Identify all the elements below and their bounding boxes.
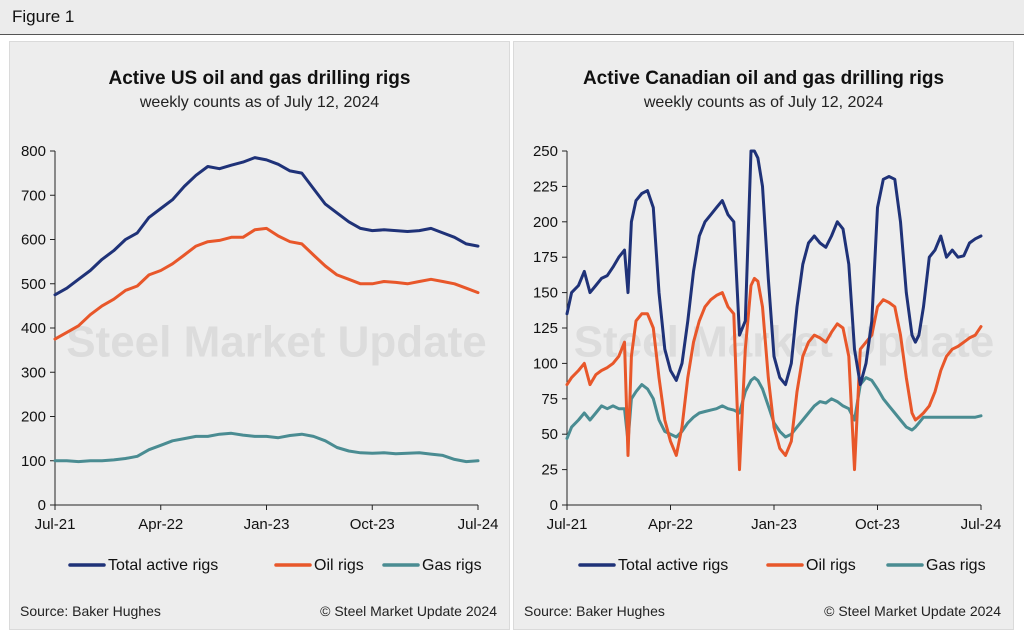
chart-subtitle: weekly counts as of July 12, 2024 xyxy=(643,94,884,111)
y-tick-label: 75 xyxy=(541,391,558,408)
x-tick-label: Apr-22 xyxy=(648,516,693,533)
chart-title: Active Canadian oil and gas drilling rig… xyxy=(582,68,945,89)
series-line-oil xyxy=(53,226,480,341)
us-chart-panel: Active US oil and gas drilling rigs week… xyxy=(9,41,510,630)
x-tick-label: Jul-24 xyxy=(961,516,1002,533)
x-tick-label: Jul-21 xyxy=(35,516,76,533)
canada-chart-svg: Steel Market Update 0 25 50 75 100 125 150 175 20… xyxy=(533,143,1002,574)
y-tick-label: 300 xyxy=(21,364,46,381)
series-line-gas xyxy=(53,431,480,464)
x-tick-label: Jul-21 xyxy=(547,516,588,533)
series-line-total xyxy=(53,156,480,297)
copyright-note: © Steel Market Update 2024 xyxy=(824,603,1001,619)
x-tick-label: Apr-22 xyxy=(138,516,183,533)
series-line-total xyxy=(565,149,983,387)
y-tick-label: 0 xyxy=(550,497,558,514)
y-tick-label: 700 xyxy=(21,187,46,204)
series-line-oil xyxy=(565,276,983,472)
y-tick-label: 250 xyxy=(533,143,558,160)
x-tick-label: Oct-23 xyxy=(855,516,900,533)
source-note: Source: Baker Hughes xyxy=(20,603,161,619)
watermark: Steel Market Update xyxy=(574,317,995,366)
y-tick-label: 100 xyxy=(533,355,558,372)
source-note: Source: Baker Hughes xyxy=(524,603,665,619)
chart-subtitle: weekly counts as of July 12, 2024 xyxy=(139,94,380,111)
legend-label: Gas rigs xyxy=(926,557,986,574)
x-tick-label: Jan-23 xyxy=(244,516,290,533)
x-tick-label: Jan-23 xyxy=(751,516,797,533)
y-tick-label: 0 xyxy=(38,497,46,514)
legend-label: Total active rigs xyxy=(618,557,728,574)
canada-chart-panel: Active Canadian oil and gas drilling rig… xyxy=(513,41,1014,630)
legend-label: Total active rigs xyxy=(108,557,218,574)
y-tick-label: 125 xyxy=(533,320,558,337)
y-tick-label: 50 xyxy=(541,426,558,443)
y-tick-label: 25 xyxy=(541,462,558,479)
copyright-note: © Steel Market Update 2024 xyxy=(320,603,497,619)
watermark: Steel Market Update xyxy=(66,317,487,366)
y-tick-label: 500 xyxy=(21,276,46,293)
y-tick-label: 200 xyxy=(533,214,558,231)
legend-label: Oil rigs xyxy=(314,557,364,574)
y-tick-label: 225 xyxy=(533,178,558,195)
legend-label: Oil rigs xyxy=(806,557,856,574)
y-tick-label: 100 xyxy=(21,453,46,470)
y-tick-label: 175 xyxy=(533,249,558,266)
x-tick-label: Oct-23 xyxy=(350,516,395,533)
us-chart-svg: Steel Market Update 0 100 200 300 400 500 600 70… xyxy=(21,143,499,574)
legend-label: Gas rigs xyxy=(422,557,482,574)
y-tick-label: 200 xyxy=(21,409,46,426)
x-tick-label: Jul-24 xyxy=(458,516,499,533)
figure-header: Figure 1 xyxy=(0,0,1024,35)
y-tick-label: 150 xyxy=(533,285,558,302)
y-tick-label: 400 xyxy=(21,320,46,337)
chart-title: Active US oil and gas drilling rigs xyxy=(108,68,411,89)
y-tick-label: 800 xyxy=(21,143,46,160)
y-tick-label: 600 xyxy=(21,232,46,249)
figure-label: Figure 1 xyxy=(12,7,75,26)
